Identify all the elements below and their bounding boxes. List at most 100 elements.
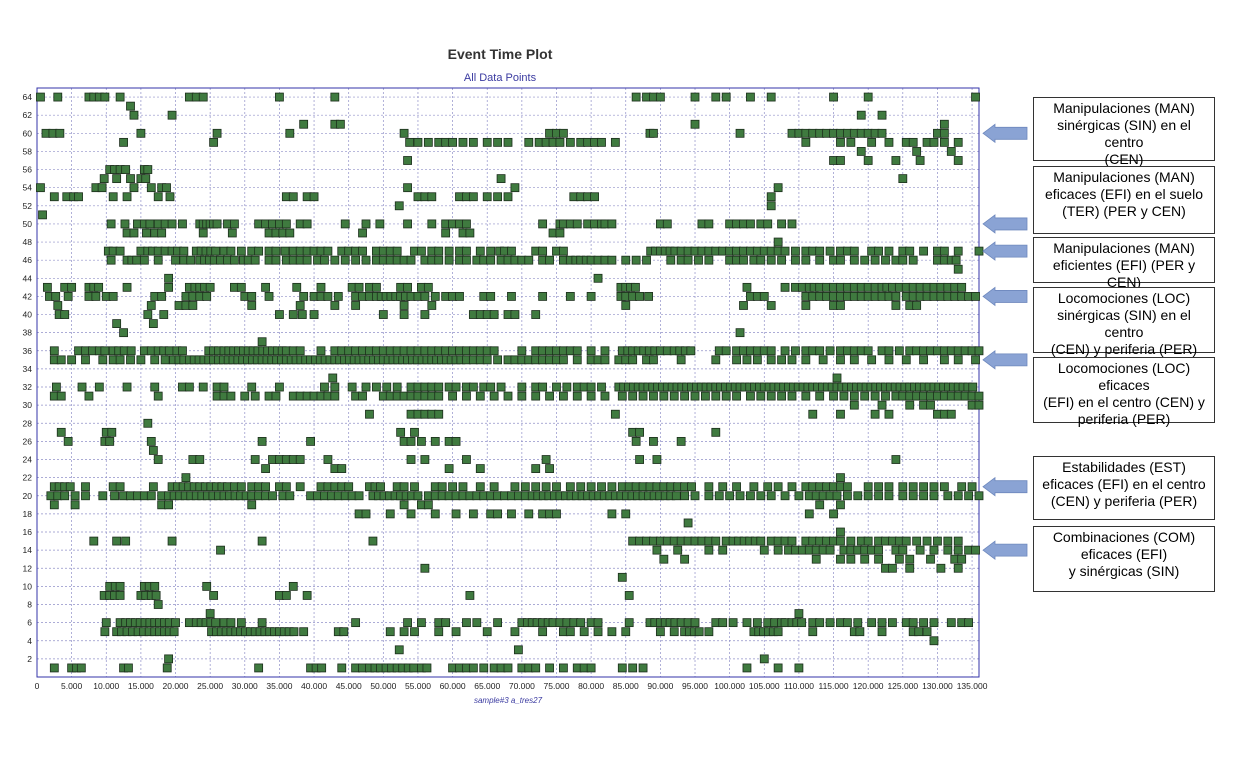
data-point (403, 183, 412, 193)
data-point (766, 391, 776, 401)
data-point (957, 554, 967, 564)
data-point (610, 409, 620, 419)
data-point (939, 137, 949, 147)
data-point (649, 128, 658, 138)
data-point (56, 427, 66, 437)
data-point (801, 391, 811, 401)
x-tick-label: 120.000 (853, 681, 884, 691)
data-point (881, 255, 890, 265)
x-tick-label: 30.000 (232, 681, 258, 691)
data-point (115, 92, 125, 102)
data-point (711, 355, 721, 365)
data-point (867, 618, 877, 628)
x-tick-label: 65.000 (474, 681, 500, 691)
data-point (874, 246, 883, 256)
arrow-left-icon (982, 241, 1028, 261)
data-point (531, 482, 541, 492)
data-point (815, 500, 825, 510)
data-point (739, 255, 748, 265)
data-point (444, 255, 454, 265)
data-point (953, 264, 963, 274)
data-point (891, 455, 901, 464)
data-point (486, 382, 496, 392)
data-point (559, 128, 568, 138)
data-point (631, 282, 640, 292)
x-tick-label: 25.000 (197, 681, 223, 691)
data-point (676, 355, 686, 365)
x-axis-ticks: 0 5.000 10.000 15.000 20.000 25.000 30.000 35.0… (35, 681, 988, 691)
data-point (247, 382, 257, 392)
data-point (801, 355, 811, 365)
data-point (489, 391, 499, 401)
data-point (718, 618, 728, 628)
data-point (576, 618, 586, 628)
data-point (863, 346, 873, 356)
data-point (538, 382, 548, 392)
data-point (701, 391, 710, 401)
y-axis-ticks: 2468101214161820222426283032343638404244… (23, 92, 33, 664)
y-tick-label: 40 (23, 310, 33, 320)
data-point (766, 192, 776, 202)
data-point (538, 219, 548, 229)
data-point (780, 346, 790, 356)
data-point (77, 382, 87, 392)
data-point (836, 527, 845, 537)
data-point (132, 255, 142, 265)
data-point (507, 246, 516, 256)
data-point (153, 391, 163, 401)
data-point (302, 591, 312, 600)
data-point (323, 455, 333, 464)
data-point (236, 618, 246, 628)
data-point (489, 310, 499, 319)
data-point (330, 391, 340, 401)
data-point (687, 482, 696, 492)
data-point (649, 391, 658, 401)
data-point (434, 382, 444, 392)
data-point (430, 292, 440, 301)
data-point (766, 92, 776, 102)
data-point (905, 563, 915, 573)
data-point (70, 500, 80, 510)
data-point (746, 92, 755, 102)
x-tick-label: 40.000 (301, 681, 327, 691)
data-point (124, 663, 133, 673)
data-point (694, 255, 703, 265)
data-point (711, 427, 721, 437)
data-point (153, 255, 163, 265)
data-point (773, 545, 783, 555)
data-point (406, 255, 416, 265)
data-point (777, 355, 786, 365)
data-point (112, 536, 122, 546)
data-point (169, 627, 179, 637)
data-point (406, 509, 416, 519)
data-point (227, 228, 237, 238)
data-point (746, 391, 755, 401)
data-point (690, 618, 700, 628)
data-point (448, 137, 457, 147)
data-point (320, 255, 329, 265)
arrow-left-icon (982, 476, 1028, 497)
data-point (863, 491, 873, 501)
data-point (655, 92, 665, 102)
data-point (600, 391, 610, 401)
data-point (399, 627, 409, 637)
data-point (791, 246, 800, 256)
data-point (472, 618, 482, 628)
data-point (358, 246, 367, 256)
data-point (211, 246, 221, 256)
data-point (888, 618, 897, 628)
y-tick-label: 30 (23, 400, 33, 410)
data-point (600, 346, 610, 356)
data-point (593, 618, 603, 628)
data-point (867, 137, 877, 147)
data-point (576, 482, 586, 492)
data-point (773, 663, 783, 673)
data-point (953, 491, 963, 501)
data-point (714, 491, 724, 501)
data-point (337, 464, 347, 473)
data-point (635, 427, 645, 437)
data-point (718, 482, 728, 492)
data-point (451, 627, 461, 637)
data-point (742, 663, 752, 673)
